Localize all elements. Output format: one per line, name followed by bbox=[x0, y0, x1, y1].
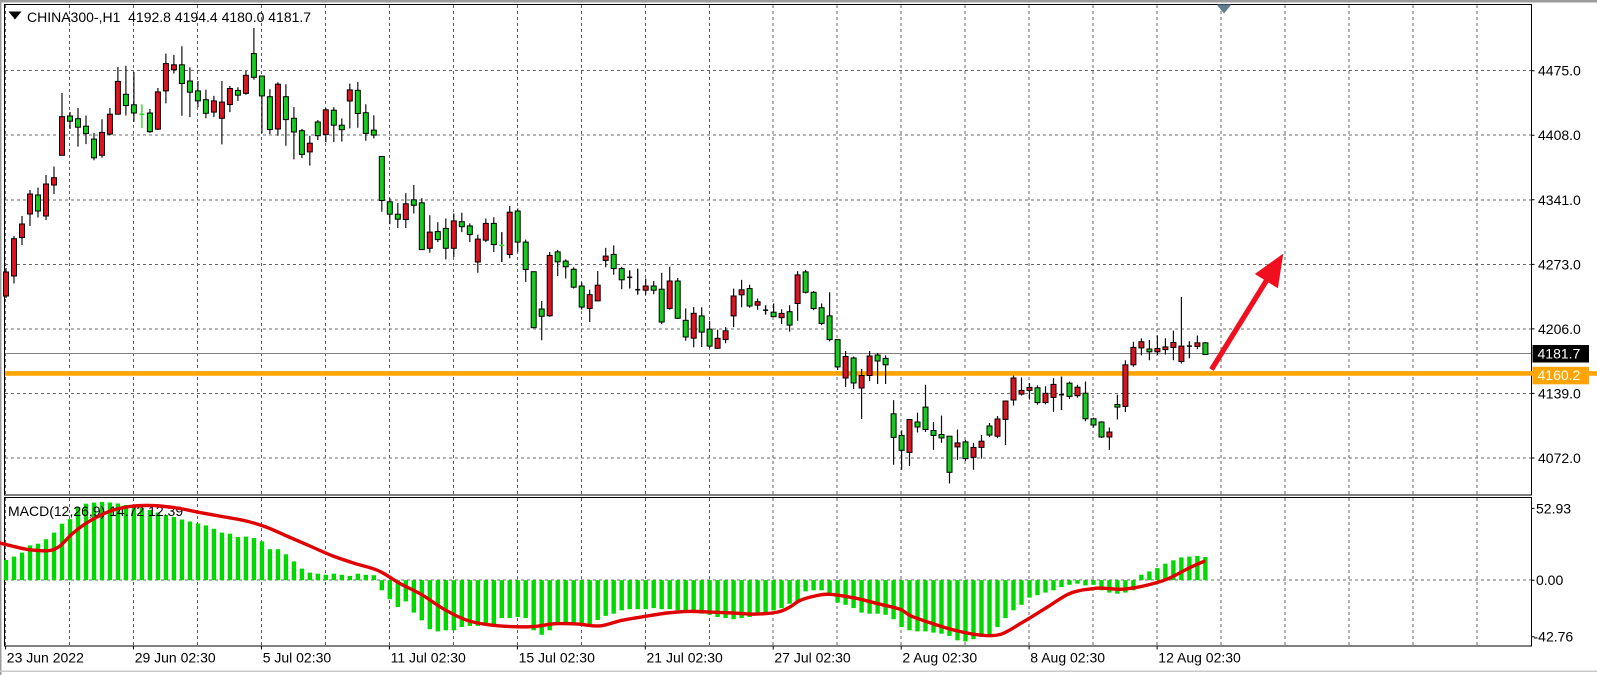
svg-text:4273.0: 4273.0 bbox=[1538, 256, 1581, 272]
svg-text:4408.0: 4408.0 bbox=[1538, 127, 1581, 143]
svg-text:27 Jul 02:30: 27 Jul 02:30 bbox=[774, 650, 850, 666]
svg-text:21 Jul 02:30: 21 Jul 02:30 bbox=[647, 650, 723, 666]
svg-text:0.00: 0.00 bbox=[1536, 572, 1563, 588]
svg-text:12 Aug 02:30: 12 Aug 02:30 bbox=[1158, 650, 1241, 666]
svg-text:5 Jul 02:30: 5 Jul 02:30 bbox=[263, 650, 332, 666]
svg-text:4341.0: 4341.0 bbox=[1538, 192, 1581, 208]
svg-text:2 Aug 02:30: 2 Aug 02:30 bbox=[902, 650, 977, 666]
svg-text:CHINA300-,H1 4192.8 4194.4 41: CHINA300-,H1 4192.8 4194.4 4180.0 4181.7 bbox=[27, 9, 311, 25]
svg-text:4160.2: 4160.2 bbox=[1538, 367, 1581, 383]
svg-text:52.93: 52.93 bbox=[1536, 500, 1571, 516]
svg-text:-42.76: -42.76 bbox=[1534, 629, 1574, 645]
svg-text:8 Aug 02:30: 8 Aug 02:30 bbox=[1030, 650, 1105, 666]
svg-text:23 Jun 2022: 23 Jun 2022 bbox=[7, 650, 84, 666]
svg-text:4181.7: 4181.7 bbox=[1538, 345, 1581, 361]
svg-text:11 Jul 02:30: 11 Jul 02:30 bbox=[391, 650, 466, 666]
svg-text:4139.0: 4139.0 bbox=[1538, 385, 1581, 401]
svg-text:15 Jul 02:30: 15 Jul 02:30 bbox=[519, 650, 595, 666]
svg-text:4475.0: 4475.0 bbox=[1538, 63, 1581, 79]
svg-text:4206.0: 4206.0 bbox=[1538, 321, 1581, 337]
svg-text:4072.0: 4072.0 bbox=[1538, 450, 1581, 466]
svg-text:29 Jun 02:30: 29 Jun 02:30 bbox=[135, 650, 216, 666]
